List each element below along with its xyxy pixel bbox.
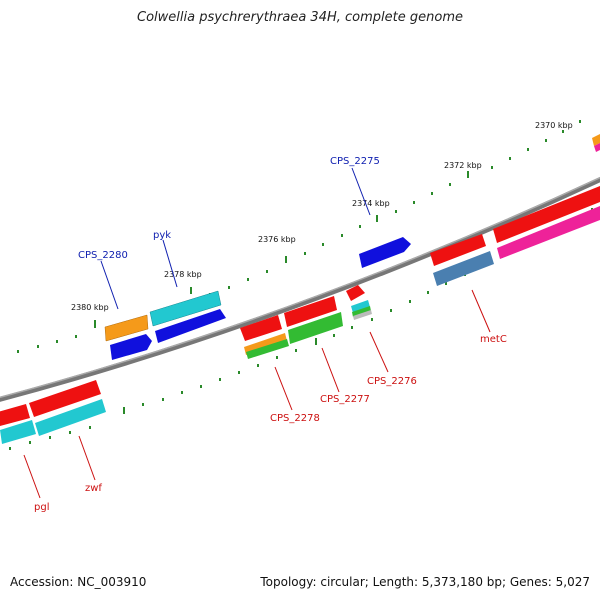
gene-label-cps2280[interactable]: CPS_2280 (78, 250, 128, 261)
gene-cyan-pgl[interactable] (0, 420, 36, 444)
gene-steel-metc[interactable] (433, 251, 494, 286)
gene-orange-edge[interactable] (592, 134, 600, 146)
kbp-label-2370: 2370 kbp (535, 121, 573, 130)
genome-backbone-highlight (0, 176, 600, 399)
gene-blue-mid[interactable] (155, 309, 226, 343)
kbp-label-2372: 2372 kbp (444, 161, 482, 170)
gene-green-cps2277[interactable] (288, 312, 343, 344)
gene-label-pgl[interactable]: pgl (34, 502, 49, 513)
gene-cps2280-block[interactable] (104, 314, 149, 342)
gene-label-cps2276[interactable]: CPS_2276 (367, 376, 417, 387)
genome-backbone (0, 176, 600, 402)
gene-label-cps2278[interactable]: CPS_2278 (270, 413, 320, 424)
topology-text: Topology: circular; Length: 5,373,180 bp… (260, 575, 590, 589)
map-title: Colwellia psychrerythraea 34H, complete … (137, 10, 463, 25)
gene-pink-long[interactable] (497, 206, 600, 259)
gene-green-small[interactable] (352, 306, 371, 317)
gene-red-pgl[interactable] (0, 404, 30, 426)
gene-label-cps2277[interactable]: CPS_2277 (320, 394, 370, 405)
gene-red-cps2277[interactable] (284, 296, 337, 327)
kbp-label-2374: 2374 kbp (352, 199, 390, 208)
gene-green-cps2278[interactable] (246, 339, 289, 359)
kbp-label-2376: 2376 kbp (258, 235, 296, 244)
gene-red-cps2278[interactable] (240, 315, 282, 341)
gene-red-metc[interactable] (430, 234, 486, 266)
gene-pyk-block[interactable] (149, 290, 222, 327)
gene-blue-right[interactable] (359, 237, 411, 268)
gene-label-pyk[interactable]: pyk (153, 230, 171, 241)
gene-label-cps2275[interactable]: CPS_2275 (330, 156, 380, 167)
gene-red-long[interactable] (493, 186, 600, 243)
gene-label-zwf[interactable]: zwf (85, 483, 102, 494)
kbp-label-2380: 2380 kbp (71, 303, 109, 312)
gene-cyan-zwf[interactable] (35, 399, 106, 436)
reverse-genes (0, 285, 372, 444)
accession-text: Accession: NC_003910 (10, 575, 147, 589)
leader-lines (23, 167, 491, 499)
gene-cyan-small[interactable] (351, 300, 370, 313)
gene-pink-edge[interactable] (594, 143, 600, 152)
gene-gray-small[interactable] (353, 310, 372, 320)
gene-red-small[interactable] (346, 285, 365, 301)
gene-red-zwf[interactable] (29, 380, 101, 417)
gene-blue-left[interactable] (110, 334, 152, 360)
forward-genes (104, 134, 600, 360)
gene-label-metc[interactable]: metC (480, 334, 507, 345)
kbp-label-2378: 2378 kbp (164, 270, 202, 279)
